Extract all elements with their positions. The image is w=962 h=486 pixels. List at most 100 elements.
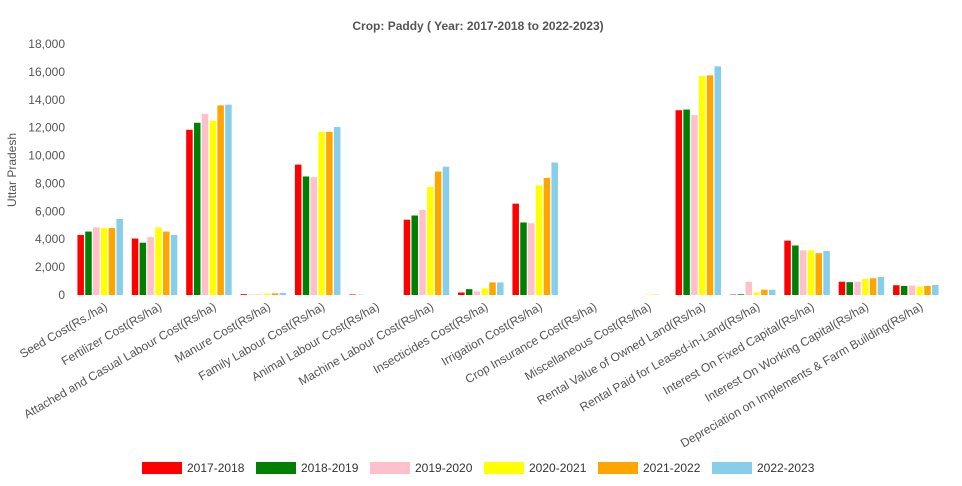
bar-2017-2018[interactable]	[349, 294, 356, 295]
bar-2020-2021[interactable]	[318, 131, 325, 295]
bar-2021-2022[interactable]	[434, 171, 442, 295]
bar-2021-2022[interactable]	[489, 282, 496, 295]
bar-2020-2021[interactable]	[100, 228, 108, 295]
bar-2020-2021[interactable]	[862, 278, 869, 295]
bar-2020-2021[interactable]	[209, 120, 217, 295]
bar-2018-2019[interactable]	[520, 222, 527, 295]
bar-2021-2022[interactable]	[761, 289, 768, 295]
bar-2018-2019[interactable]	[846, 282, 853, 295]
bar-2021-2022[interactable]	[543, 177, 551, 295]
bar-2020-2021[interactable]	[807, 250, 815, 295]
bar-2017-2018[interactable]	[186, 129, 193, 295]
bar-2017-2018[interactable]	[458, 292, 465, 295]
y-tick-label: 8,000	[35, 176, 65, 190]
bar-2018-2019[interactable]	[139, 242, 147, 295]
bar-2019-2020[interactable]	[473, 291, 481, 295]
bar-2020-2021[interactable]	[263, 293, 271, 295]
y-tick-label: 0	[58, 288, 65, 302]
bar-2020-2021[interactable]	[155, 227, 162, 295]
bar-2021-2022[interactable]	[815, 253, 823, 295]
bar-2020-2021[interactable]	[916, 286, 923, 295]
y-axis-label: Uttar Pradesh	[5, 133, 19, 207]
bar-2018-2019[interactable]	[792, 245, 799, 295]
y-tick-label: 4,000	[35, 232, 65, 246]
legend-item[interactable]: 2021-2022	[598, 461, 701, 475]
bar-2017-2018[interactable]	[77, 235, 84, 295]
bar-2017-2018[interactable]	[675, 110, 683, 295]
y-tick-label: 2,000	[35, 260, 65, 274]
legend-label: 2022-2023	[757, 461, 815, 475]
bar-2022-2023[interactable]	[932, 284, 939, 295]
legend-swatch	[712, 462, 752, 474]
bar-2017-2018[interactable]	[131, 238, 139, 295]
bar-2018-2019[interactable]	[465, 289, 473, 295]
bar-2020-2021[interactable]	[481, 288, 488, 295]
legend-label: 2017-2018	[187, 461, 245, 475]
bar-2022-2023[interactable]	[497, 282, 504, 295]
legend-item[interactable]: 2020-2021	[484, 461, 587, 475]
bar-2020-2021[interactable]	[698, 76, 706, 295]
bar-2020-2021[interactable]	[753, 292, 760, 295]
legend-item[interactable]: 2017-2018	[142, 461, 245, 475]
legend-swatch	[370, 462, 410, 474]
bar-2021-2022[interactable]	[163, 231, 170, 295]
legend-item[interactable]: 2019-2020	[370, 461, 473, 475]
bar-2019-2020[interactable]	[691, 115, 698, 295]
bar-2022-2023[interactable]	[877, 276, 885, 295]
bar-2022-2023[interactable]	[768, 289, 776, 295]
bar-2018-2019[interactable]	[683, 109, 690, 296]
bar-2018-2019[interactable]	[737, 294, 745, 295]
bar-2022-2023[interactable]	[442, 166, 450, 295]
y-tick-label: 18,000	[28, 37, 65, 51]
bar-2019-2020[interactable]	[93, 227, 100, 295]
bar-2022-2023[interactable]	[333, 126, 341, 295]
legend-label: 2021-2022	[643, 461, 701, 475]
bar-2021-2022[interactable]	[924, 285, 931, 295]
bar-2021-2022[interactable]	[108, 228, 116, 295]
bar-2018-2019[interactable]	[900, 285, 908, 295]
bar-2021-2022[interactable]	[326, 131, 333, 295]
legend: 2017-2018 2018-2019 2019-2020 2020-2021 2021…	[142, 461, 815, 475]
bar-2017-2018[interactable]	[784, 240, 791, 295]
bar-2019-2020[interactable]	[310, 177, 318, 295]
bar-2022-2023[interactable]	[551, 162, 558, 295]
bar-2020-2021[interactable]	[427, 186, 434, 295]
bar-2019-2020[interactable]	[256, 294, 263, 295]
legend-item[interactable]: 2022-2023	[712, 461, 815, 475]
bar-2017-2018[interactable]	[512, 203, 519, 295]
bar-2021-2022[interactable]	[271, 293, 279, 295]
bar-2018-2019[interactable]	[302, 176, 310, 295]
bar-2021-2022[interactable]	[869, 278, 877, 295]
bar-2022-2023[interactable]	[225, 104, 232, 296]
bar-2019-2020[interactable]	[528, 223, 535, 295]
bar-2018-2019[interactable]	[193, 122, 201, 296]
bar-2019-2020[interactable]	[147, 237, 154, 295]
bar-2017-2018[interactable]	[893, 285, 900, 295]
bar-2022-2023[interactable]	[714, 66, 722, 295]
bar-2019-2020[interactable]	[201, 113, 209, 295]
bar-2018-2019[interactable]	[411, 215, 418, 295]
bar-2019-2020[interactable]	[745, 281, 753, 295]
bar-2018-2019[interactable]	[85, 231, 92, 295]
bar-2017-2018[interactable]	[403, 219, 411, 295]
x-tick-label: Seed Cost(Rs./ha)	[17, 299, 109, 360]
bar-2021-2022[interactable]	[706, 75, 714, 295]
bar-2020-2021[interactable]	[535, 185, 543, 295]
bar-2017-2018[interactable]	[838, 281, 846, 295]
legend-swatch	[256, 462, 296, 474]
legend-item[interactable]: 2018-2019	[256, 461, 359, 475]
bar-2021-2022[interactable]	[217, 105, 224, 295]
bar-2017-2018[interactable]	[240, 294, 248, 295]
bar-2019-2020[interactable]	[799, 250, 807, 295]
bar-2019-2020[interactable]	[854, 281, 861, 295]
bar-2022-2023[interactable]	[279, 292, 287, 295]
bar-2019-2020[interactable]	[419, 209, 426, 295]
bar-2022-2023[interactable]	[170, 235, 178, 295]
x-axis: Seed Cost(Rs./ha)Fertilizer Cost(Rs/ha)A…	[17, 299, 925, 450]
bar-2022-2023[interactable]	[116, 219, 123, 295]
bar-2019-2020[interactable]	[908, 285, 916, 295]
bar-2022-2023[interactable]	[823, 251, 830, 295]
bar-2017-2018[interactable]	[294, 164, 302, 295]
